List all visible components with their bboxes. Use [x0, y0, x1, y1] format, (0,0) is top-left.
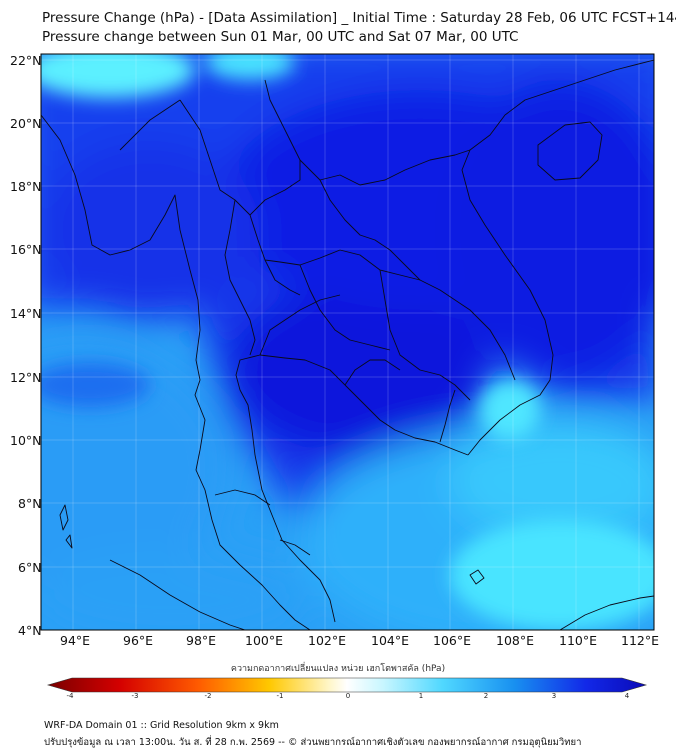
lon-label: 112°E [621, 633, 660, 648]
lon-label: 102°E [308, 633, 347, 648]
footer-domain-info: WRF-DA Domain 01 :: Grid Resolution 9km … [44, 720, 279, 731]
lon-label: 108°E [496, 633, 535, 648]
lat-label: 20°N [10, 116, 42, 131]
lon-label: 104°E [371, 633, 410, 648]
lat-label: 22°N [10, 53, 42, 68]
colorbar-label: ความกดอากาศเปลี่ยนแปลง หน่วย เฮกโตพาสคัล… [230, 664, 446, 674]
lat-label: 6°N [18, 560, 42, 575]
lat-label: 14°N [10, 306, 42, 321]
colorbar-tick: -4 [66, 692, 74, 700]
lat-label: 4°N [18, 623, 42, 638]
lon-label: 94°E [60, 633, 91, 648]
colorbar [46, 677, 648, 693]
lat-label: 18°N [10, 179, 42, 194]
lat-label: 8°N [18, 496, 42, 511]
colorbar-tick: -1 [276, 692, 284, 700]
lon-label: 98°E [186, 633, 217, 648]
lon-label: 106°E [433, 633, 472, 648]
colorbar-tick: 0 [345, 692, 351, 700]
map-frame [40, 53, 655, 631]
pressure-change-map [40, 53, 655, 693]
map-title: Pressure Change (hPa) - [Data Assimilati… [42, 10, 676, 26]
footer-update-info: ปรับปรุงข้อมูล ณ เวลา 13:00น. วัน ส. ที่… [44, 737, 582, 748]
colorbar-tick: 3 [551, 692, 557, 700]
coastlines [41, 59, 654, 630]
colorbar-tick: 4 [624, 692, 630, 700]
colorbar-tick: -2 [204, 692, 212, 700]
lat-label: 10°N [10, 433, 42, 448]
lat-label: 16°N [10, 242, 42, 257]
colorbar-tick: 1 [418, 692, 424, 700]
lon-label: 110°E [559, 633, 598, 648]
lon-label: 96°E [123, 633, 154, 648]
pressure-field [41, 54, 654, 630]
map-subtitle: Pressure change between Sun 01 Mar, 00 U… [42, 29, 519, 45]
lon-label: 100°E [245, 633, 284, 648]
lat-label: 12°N [10, 370, 42, 385]
colorbar-tick: 2 [483, 692, 489, 700]
colorbar-tick: -3 [131, 692, 139, 700]
